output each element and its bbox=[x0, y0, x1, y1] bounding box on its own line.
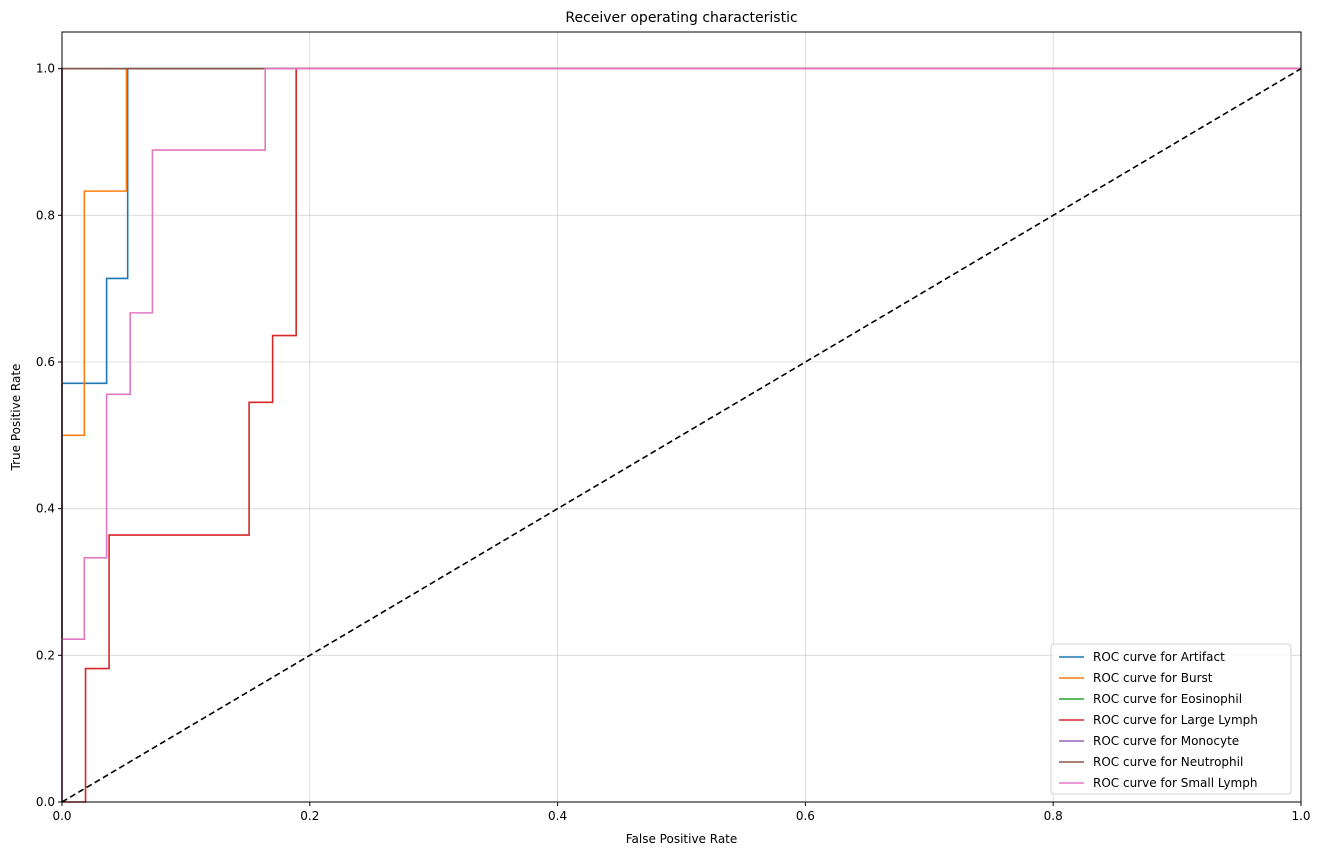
series-line-large-lymph bbox=[62, 67, 1301, 803]
x-tick-label: 1.0 bbox=[1291, 809, 1310, 823]
x-tick-label: 0.4 bbox=[548, 809, 567, 823]
reference-diagonal bbox=[61, 67, 1302, 803]
legend-label: ROC curve for Burst bbox=[1093, 671, 1213, 685]
legend-label: ROC curve for Artifact bbox=[1093, 650, 1225, 664]
x-tick-label: 0.0 bbox=[52, 809, 71, 823]
y-tick-label: 0.4 bbox=[36, 502, 55, 516]
x-tick-label: 0.8 bbox=[1044, 809, 1063, 823]
plot-frame bbox=[61, 31, 1302, 803]
legend-box bbox=[1050, 643, 1292, 795]
axes: 0.0 0.2 0.4 0.6 0.8 1.0 0.0 0.2 0.4 0.6 0.8 1.0 bbox=[36, 31, 1311, 823]
legend-label: ROC curve for Small Lymph bbox=[1093, 776, 1257, 790]
x-tick-label: 0.6 bbox=[796, 809, 815, 823]
y-tick-label: 0.0 bbox=[36, 795, 55, 809]
y-tick-label: 1.0 bbox=[36, 62, 55, 76]
legend-label: ROC curve for Neutrophil bbox=[1093, 755, 1243, 769]
reference-diagonal-line bbox=[61, 67, 1302, 803]
y-axis-label: True Positive Rate bbox=[9, 364, 23, 472]
x-tick-label: 0.2 bbox=[300, 809, 319, 823]
x-axis-label: False Positive Rate bbox=[626, 832, 738, 846]
y-tick-label: 0.2 bbox=[36, 648, 55, 662]
legend-label: ROC curve for Eosinophil bbox=[1093, 692, 1242, 706]
legend: ROC curve for Artifact ROC curve for Burs… bbox=[1050, 643, 1292, 795]
series-line-small-lymph bbox=[61, 67, 1301, 802]
y-tick-label: 0.6 bbox=[36, 355, 55, 369]
y-tick-label: 0.8 bbox=[36, 208, 55, 222]
chart-title: Receiver operating characteristic bbox=[565, 10, 797, 26]
legend-label: ROC curve for Monocyte bbox=[1093, 734, 1239, 748]
legend-label: ROC curve for Large Lymph bbox=[1093, 713, 1258, 727]
